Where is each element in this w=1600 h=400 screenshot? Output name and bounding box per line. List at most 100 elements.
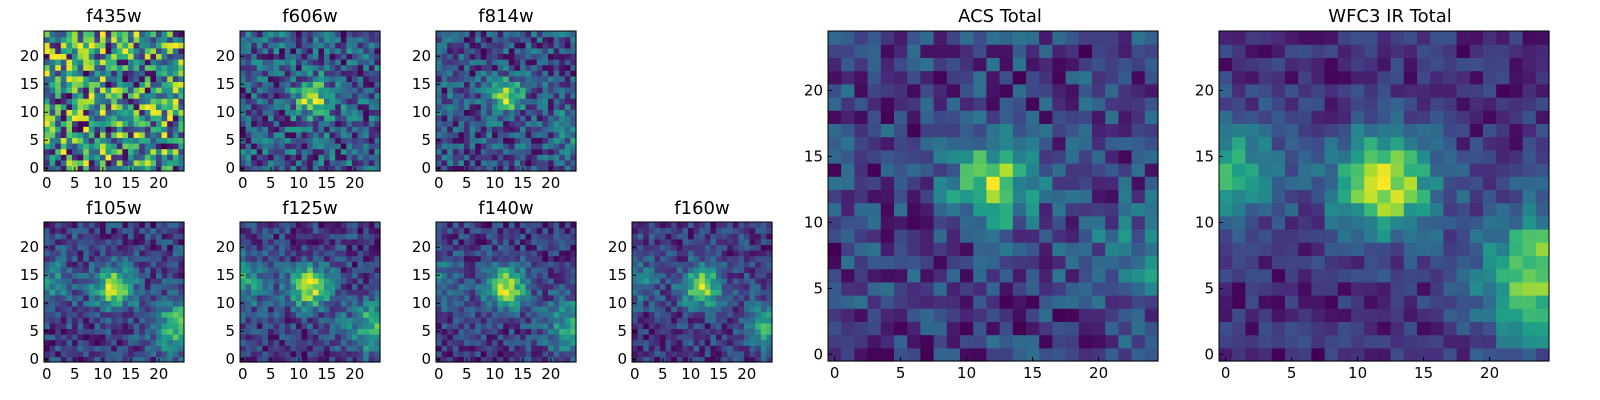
heatmap-cell bbox=[245, 238, 252, 245]
heatmap-cell bbox=[475, 81, 482, 88]
heatmap-cell bbox=[122, 250, 129, 257]
heatmap-cell bbox=[77, 159, 84, 166]
heatmap-cell bbox=[960, 189, 974, 204]
heatmap-cell bbox=[273, 64, 280, 71]
heatmap-cell bbox=[721, 222, 728, 229]
heatmap-cell bbox=[318, 322, 325, 329]
heatmap-cell bbox=[469, 47, 476, 54]
heatmap-cell bbox=[755, 283, 762, 290]
heatmap-cell bbox=[83, 311, 90, 318]
heatmap-cell bbox=[324, 120, 331, 127]
heatmap-cell bbox=[245, 250, 252, 257]
heatmap-cell bbox=[559, 120, 566, 127]
heatmap-cell bbox=[139, 322, 146, 329]
heatmap-cell bbox=[346, 261, 353, 268]
heatmap-cell bbox=[60, 53, 67, 60]
heatmap-cell bbox=[854, 242, 869, 256]
heatmap-cell bbox=[77, 227, 84, 234]
heatmap-cell bbox=[508, 339, 515, 346]
heatmap-cell bbox=[128, 36, 135, 43]
heatmap-cell bbox=[553, 159, 560, 166]
heatmap-cell bbox=[458, 42, 465, 49]
heatmap-cell bbox=[570, 306, 577, 313]
heatmap-cell bbox=[648, 266, 655, 273]
heatmap-cell bbox=[363, 109, 370, 116]
heatmap-cell bbox=[245, 283, 252, 290]
heatmap-cell bbox=[475, 92, 482, 99]
heatmap-cell bbox=[133, 47, 140, 54]
heatmap-cell bbox=[312, 328, 319, 335]
heatmap-cell bbox=[514, 137, 521, 144]
heatmap-cell bbox=[559, 75, 566, 82]
heatmap-cell bbox=[49, 278, 56, 285]
heatmap-cell bbox=[749, 250, 756, 257]
heatmap-cell bbox=[654, 266, 661, 273]
heatmap-cell bbox=[245, 31, 252, 38]
heatmap-cell bbox=[144, 266, 151, 273]
heatmap-cell bbox=[94, 87, 101, 94]
heatmap-cell bbox=[329, 81, 336, 88]
heatmap-cell bbox=[452, 103, 459, 110]
heatmap-cell bbox=[363, 261, 370, 268]
heatmap-cell bbox=[520, 328, 527, 335]
heatmap-cell bbox=[492, 126, 499, 133]
heatmap-cell bbox=[637, 261, 644, 268]
heatmap-cell bbox=[139, 244, 146, 251]
heatmap-cell bbox=[920, 321, 935, 336]
heatmap-cell bbox=[497, 289, 504, 296]
heatmap-cell bbox=[312, 356, 319, 363]
heatmap-cell bbox=[245, 233, 252, 240]
heatmap-cell bbox=[273, 283, 280, 290]
heatmap-cell bbox=[88, 272, 95, 279]
heatmap-cell bbox=[49, 294, 56, 301]
heatmap-cell bbox=[245, 103, 252, 110]
heatmap-cell bbox=[94, 126, 101, 133]
heatmap-cell bbox=[60, 143, 67, 150]
heatmap-cell bbox=[178, 53, 185, 60]
heatmap-cell bbox=[312, 47, 319, 54]
heatmap-cell bbox=[880, 334, 895, 349]
heatmap-cell bbox=[156, 294, 163, 301]
heatmap-cell bbox=[156, 109, 163, 116]
heatmap-cell bbox=[307, 311, 314, 318]
heatmap-cell bbox=[553, 350, 560, 357]
heatmap-cell bbox=[245, 289, 252, 296]
heatmap-cell bbox=[94, 306, 101, 313]
heatmap-cell bbox=[122, 255, 129, 262]
heatmap-cell bbox=[525, 334, 532, 341]
heatmap-cell bbox=[960, 202, 974, 217]
heatmap-cell bbox=[268, 64, 275, 71]
heatmap-cell bbox=[139, 47, 146, 54]
heatmap-cell bbox=[514, 115, 521, 122]
heatmap-cell bbox=[318, 255, 325, 262]
heatmap-cell bbox=[570, 64, 577, 71]
heatmap-cell bbox=[536, 137, 543, 144]
heatmap-cell bbox=[340, 294, 347, 301]
heatmap-cell bbox=[55, 92, 62, 99]
heatmap-cell bbox=[738, 306, 745, 313]
heatmap-cell bbox=[72, 227, 79, 234]
heatmap-cell bbox=[699, 294, 706, 301]
heatmap-cell bbox=[486, 148, 493, 155]
heatmap-cell bbox=[346, 322, 353, 329]
heatmap-cell bbox=[1026, 308, 1040, 322]
heatmap-cell bbox=[251, 137, 258, 144]
heatmap-cell bbox=[520, 244, 527, 251]
heatmap-cell bbox=[514, 311, 521, 318]
heatmap-cell bbox=[368, 266, 375, 273]
heatmap-cell bbox=[139, 350, 146, 357]
heatmap-cell bbox=[290, 227, 297, 234]
heatmap-cell bbox=[72, 233, 79, 240]
heatmap-cell bbox=[637, 272, 644, 279]
heatmap-cell bbox=[49, 300, 56, 307]
heatmap-cell bbox=[648, 261, 655, 268]
heatmap-cell bbox=[732, 255, 739, 262]
heatmap-cell bbox=[161, 289, 168, 296]
heatmap-cell bbox=[144, 345, 151, 352]
heatmap-cell bbox=[273, 92, 280, 99]
heatmap-cell bbox=[301, 278, 308, 285]
heatmap-cell bbox=[469, 334, 476, 341]
heatmap-cell bbox=[548, 36, 555, 43]
heatmap-cell bbox=[480, 120, 487, 127]
heatmap-cell bbox=[676, 317, 683, 324]
